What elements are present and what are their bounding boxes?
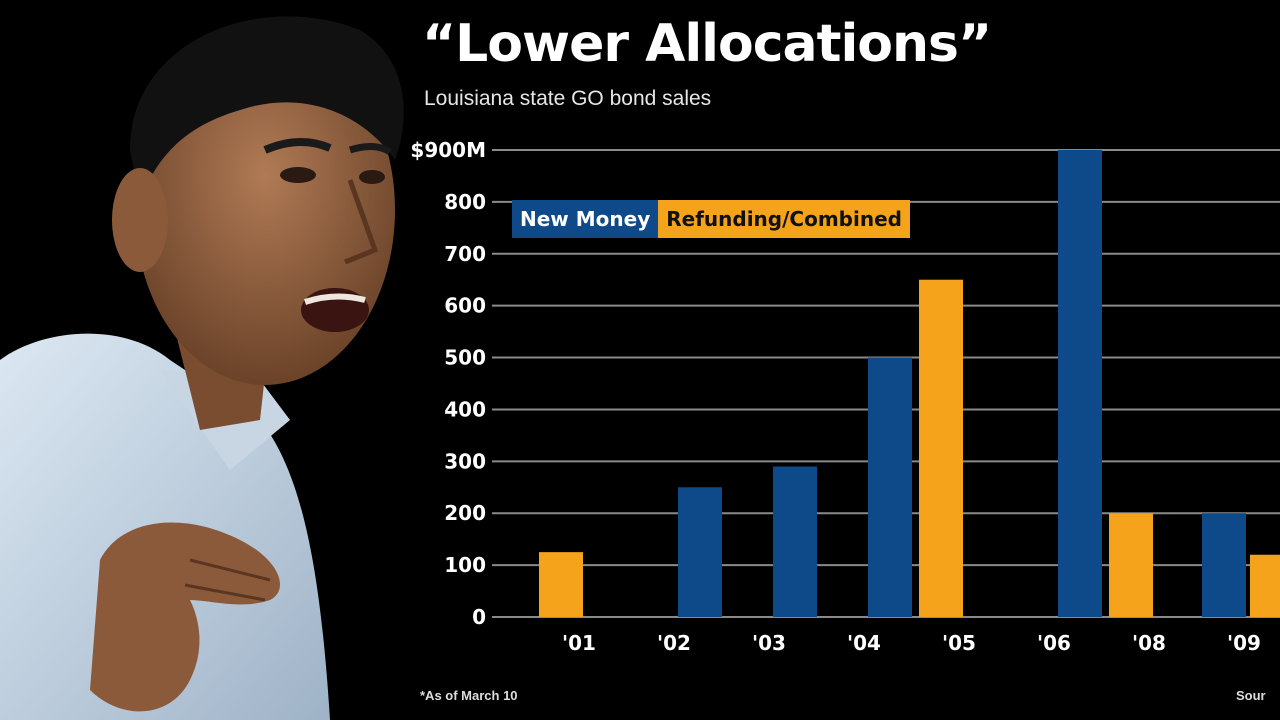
x-tick-label: '08 [1132,631,1166,655]
x-tick-label: '09 [1227,631,1261,655]
x-tick-label: '06 [1037,631,1071,655]
chart-title: “Lower Allocations” [422,14,992,74]
x-tick-label: '02 [657,631,691,655]
bar-refunding-combined [1250,554,1280,617]
x-tick-label: '03 [752,631,786,655]
y-tick-label: 0 [472,605,486,629]
legend-new-money: New Money [512,200,659,238]
bar-refunding-combined [539,552,583,617]
bar-new-money [773,466,817,617]
y-tick-label: 800 [444,190,486,214]
y-tick-label: 600 [444,294,486,318]
legend-refunding-combined: Refunding/Combined [658,200,910,238]
bar-new-money [1202,513,1246,617]
bar-refunding-combined [919,279,963,617]
y-tick-label: 500 [444,346,486,370]
source-label: Sour [1236,688,1266,703]
y-tick-label: 400 [444,397,486,421]
bar-new-money [1058,150,1102,617]
bar-new-money [868,357,912,617]
y-tick-label: 700 [444,242,486,266]
y-tick-label: 100 [444,553,486,577]
footnote: *As of March 10 [420,688,518,703]
y-tick-label: 200 [444,501,486,525]
y-tick-label: $900M [410,138,486,162]
x-tick-label: '01 [562,631,596,655]
y-tick-label: 300 [444,449,486,473]
x-tick-label: '04 [847,631,881,655]
x-tick-label: '05 [942,631,976,655]
bar-refunding-combined [1109,513,1153,617]
speaker-photo [0,0,420,720]
bar-new-money [678,487,722,617]
legend: New Money Refunding/Combined [512,200,910,238]
chart-subtitle: Louisiana state GO bond sales [424,87,712,110]
